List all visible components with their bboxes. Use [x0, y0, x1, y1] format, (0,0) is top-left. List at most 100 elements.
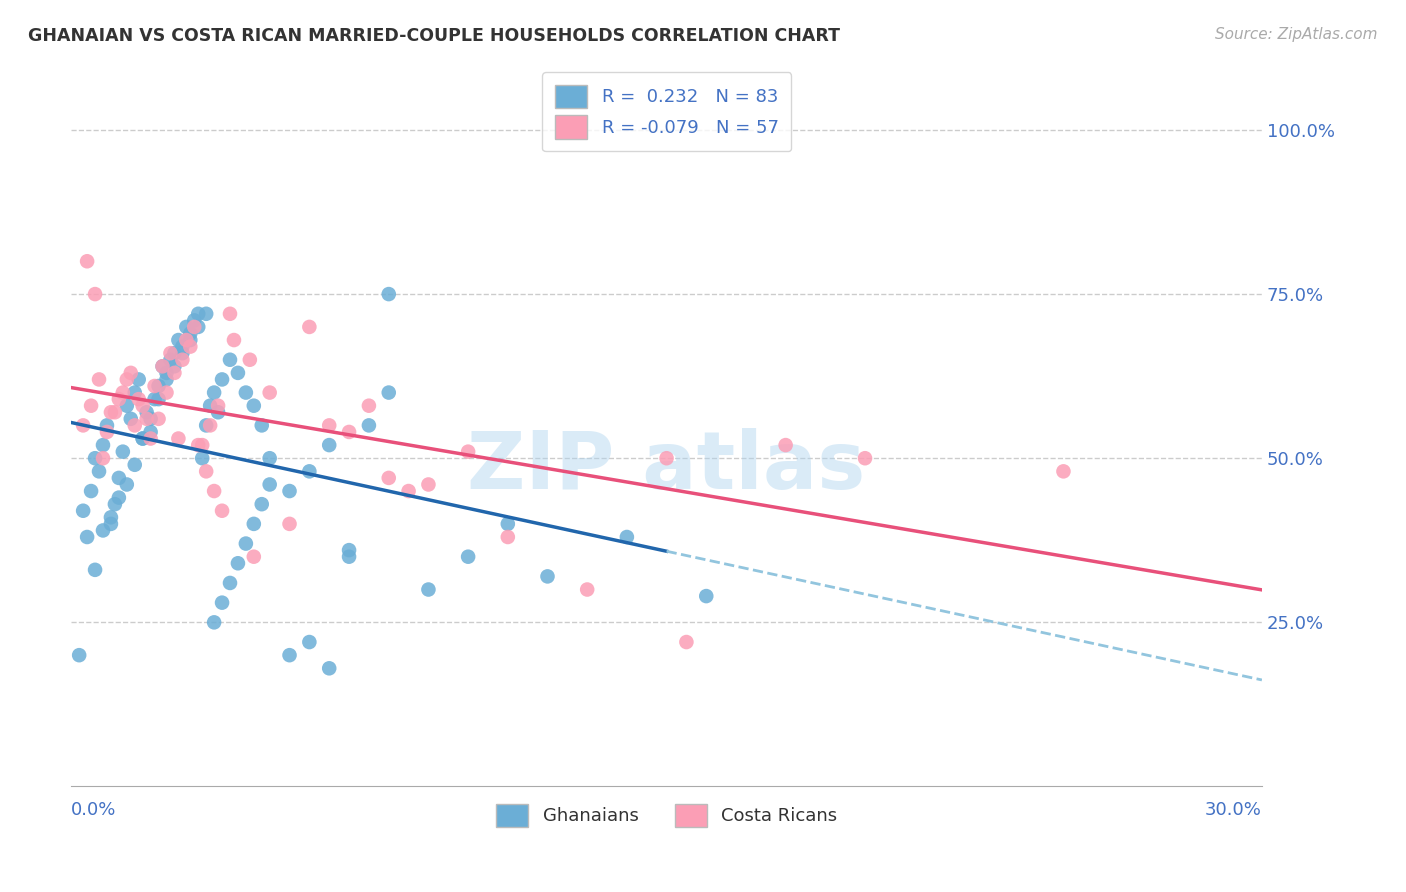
Point	[357, 418, 380, 433]
Point	[172, 352, 194, 367]
Point	[124, 458, 146, 472]
Point	[616, 530, 638, 544]
Point	[104, 497, 127, 511]
Point	[100, 405, 122, 419]
Point	[675, 635, 697, 649]
Point	[159, 346, 181, 360]
Point	[87, 372, 110, 386]
Point	[202, 385, 225, 400]
Text: 0.0%: 0.0%	[72, 801, 117, 819]
Point	[100, 510, 122, 524]
Point	[211, 372, 233, 386]
Point	[195, 307, 218, 321]
Point	[163, 366, 186, 380]
Text: Source: ZipAtlas.com: Source: ZipAtlas.com	[1215, 27, 1378, 42]
Point	[152, 359, 174, 374]
Point	[148, 412, 170, 426]
Point	[278, 648, 301, 663]
Point	[219, 307, 242, 321]
Point	[84, 451, 107, 466]
Point	[108, 491, 131, 505]
Point	[155, 385, 177, 400]
Point	[111, 385, 134, 400]
Point	[96, 425, 118, 439]
Point	[259, 451, 281, 466]
Point	[108, 471, 131, 485]
Point	[853, 451, 876, 466]
Point	[377, 385, 399, 400]
Point	[195, 464, 218, 478]
Point	[91, 451, 114, 466]
Point	[80, 399, 103, 413]
Point	[179, 340, 201, 354]
Point	[120, 412, 142, 426]
Point	[179, 333, 201, 347]
Point	[176, 333, 198, 347]
Point	[337, 549, 360, 564]
Point	[143, 392, 166, 406]
Point	[457, 444, 479, 458]
Point	[202, 484, 225, 499]
Point	[496, 530, 519, 544]
Text: 30.0%: 30.0%	[1205, 801, 1263, 819]
Point	[235, 385, 257, 400]
Point	[259, 385, 281, 400]
Point	[202, 615, 225, 630]
Point	[337, 543, 360, 558]
Point	[163, 359, 186, 374]
Point	[104, 405, 127, 419]
Point	[183, 319, 205, 334]
Point	[167, 333, 190, 347]
Point	[278, 516, 301, 531]
Point	[1052, 464, 1074, 478]
Point	[100, 516, 122, 531]
Point	[198, 418, 221, 433]
Point	[135, 405, 157, 419]
Point	[536, 569, 558, 583]
Point	[243, 549, 266, 564]
Point	[250, 418, 273, 433]
Point	[496, 516, 519, 531]
Point	[318, 418, 340, 433]
Point	[298, 464, 321, 478]
Point	[655, 451, 678, 466]
Point	[183, 313, 205, 327]
Point	[226, 366, 249, 380]
Point	[155, 366, 177, 380]
Point	[163, 346, 186, 360]
Point	[318, 661, 340, 675]
Point	[159, 352, 181, 367]
Point	[243, 516, 266, 531]
Point	[131, 432, 153, 446]
Point	[243, 399, 266, 413]
Point	[198, 399, 221, 413]
Point	[576, 582, 599, 597]
Point	[398, 484, 420, 499]
Point	[207, 405, 229, 419]
Point	[226, 556, 249, 570]
Point	[135, 412, 157, 426]
Point	[148, 392, 170, 406]
Point	[219, 352, 242, 367]
Point	[84, 287, 107, 301]
Point	[775, 438, 797, 452]
Point	[357, 399, 380, 413]
Text: ZIP atlas: ZIP atlas	[467, 428, 866, 507]
Point	[298, 635, 321, 649]
Point	[377, 287, 399, 301]
Point	[195, 418, 218, 433]
Point	[259, 477, 281, 491]
Point	[187, 307, 209, 321]
Point	[155, 372, 177, 386]
Point	[108, 392, 131, 406]
Point	[176, 319, 198, 334]
Point	[139, 425, 162, 439]
Point	[337, 425, 360, 439]
Point	[207, 399, 229, 413]
Point	[278, 484, 301, 499]
Point	[139, 412, 162, 426]
Point	[131, 432, 153, 446]
Point	[172, 346, 194, 360]
Text: GHANAIAN VS COSTA RICAN MARRIED-COUPLE HOUSEHOLDS CORRELATION CHART: GHANAIAN VS COSTA RICAN MARRIED-COUPLE H…	[28, 27, 841, 45]
Legend: Ghanaians, Costa Ricans: Ghanaians, Costa Ricans	[488, 797, 845, 834]
